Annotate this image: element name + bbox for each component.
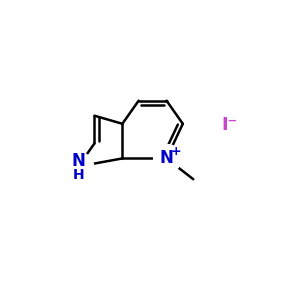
Text: N: N bbox=[71, 152, 85, 170]
Text: +: + bbox=[171, 146, 181, 158]
Text: N: N bbox=[160, 149, 173, 167]
Text: I⁻: I⁻ bbox=[221, 116, 237, 134]
Text: H: H bbox=[72, 168, 84, 182]
